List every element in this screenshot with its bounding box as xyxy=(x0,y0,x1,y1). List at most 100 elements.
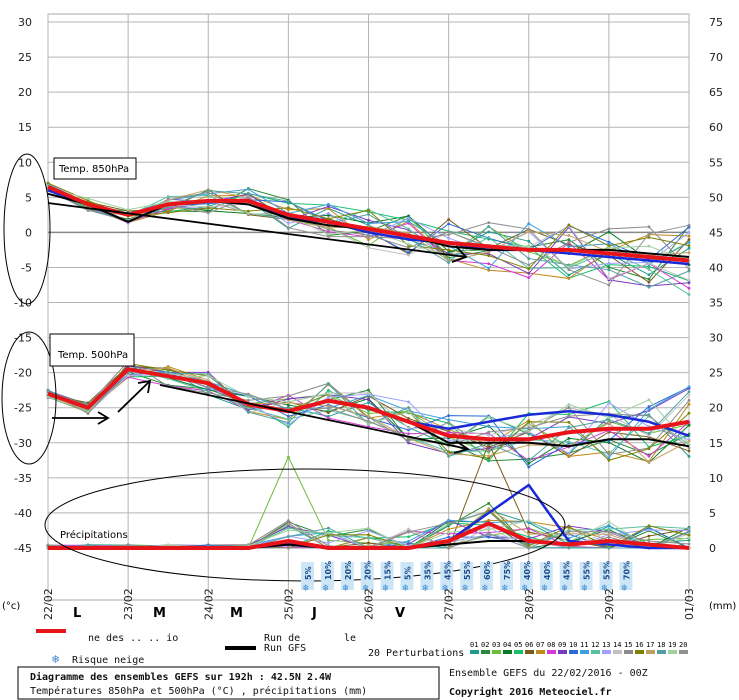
ensemble-member-point xyxy=(407,529,410,533)
ensemble-member-point xyxy=(487,459,491,463)
right-tick-label: 25 xyxy=(709,367,723,380)
svg-text:Temp. 500hPa: Temp. 500hPa xyxy=(57,350,128,361)
ensemble-member-point xyxy=(607,265,611,269)
pert-swatch xyxy=(657,650,666,654)
ensemble-member-point xyxy=(407,253,410,257)
ensemble-member-point xyxy=(246,209,250,213)
ensemble-member-point xyxy=(286,535,290,539)
ensemble-member-point xyxy=(487,266,491,270)
ensemble-member-point xyxy=(687,455,691,458)
ensemble-member-point xyxy=(447,438,451,442)
ensemble-member-point xyxy=(447,450,451,454)
ensemble-member-point xyxy=(367,212,370,216)
ensemble-member-point xyxy=(286,417,290,421)
ensemble-member-point xyxy=(647,280,651,284)
snow-prob-bg xyxy=(579,562,593,590)
ensemble-member-point xyxy=(367,398,370,401)
ensemble-member-point xyxy=(447,521,451,525)
ensemble-member-point xyxy=(527,272,531,275)
footer-subtitle: Températures 850hPa et 500hPa (°C) , pré… xyxy=(30,685,367,697)
date-label: 23/02 xyxy=(122,588,135,620)
main-series xyxy=(47,184,690,550)
ensemble-member-point xyxy=(647,414,651,418)
ensemble-member-point xyxy=(286,414,290,418)
ensemble-member-point xyxy=(487,501,491,505)
ensemble-member-point xyxy=(607,244,611,248)
ensemble-member-point xyxy=(407,400,410,404)
right-tick-label: 30 xyxy=(709,332,723,345)
ensemble-member-point xyxy=(327,526,330,530)
pert-number: 11 xyxy=(580,641,588,649)
ensemble-member-point xyxy=(647,285,651,289)
pert-number: 05 xyxy=(514,641,522,649)
annotations xyxy=(1,153,566,582)
ensemble-member-point xyxy=(407,242,410,246)
ensemble-member-point xyxy=(46,181,50,185)
ensemble-member-point xyxy=(407,220,410,223)
ensemble-member-point xyxy=(687,533,691,537)
ensemble-member-point xyxy=(607,458,611,462)
right-tick-label: 60 xyxy=(709,121,723,134)
ensemble-member-point xyxy=(647,432,651,435)
ensemble-member-point xyxy=(567,405,571,409)
trend-arrow-850 xyxy=(47,202,467,258)
ensemble-member-point xyxy=(647,268,651,271)
ensemble-member-point xyxy=(286,455,290,459)
ensemble-member-point xyxy=(687,398,691,402)
legend-control-label-2: le xyxy=(344,633,356,644)
ensemble-member-point xyxy=(687,390,691,394)
ensemble-member-point xyxy=(487,262,491,266)
ensemble-member-point xyxy=(166,195,170,199)
ensemble-member-point xyxy=(647,408,651,411)
ensemble-member-point xyxy=(647,524,651,528)
ensemble-member-point xyxy=(447,535,451,539)
ensemble-member-point xyxy=(527,230,531,234)
snowflake-icon: ❄ xyxy=(343,583,350,594)
right-tick-label: 50 xyxy=(709,191,723,204)
date-label: 27/02 xyxy=(443,588,456,620)
day-letter: M xyxy=(230,606,243,621)
ensemble-member-point xyxy=(687,267,691,271)
ensemble-member-point xyxy=(527,465,531,469)
right-tick-label: 45 xyxy=(709,226,723,239)
ensemble-member-point xyxy=(647,261,651,265)
ensemble-member-point xyxy=(487,230,491,234)
snow-prob-bg xyxy=(420,562,434,590)
pert-number: 12 xyxy=(591,641,599,649)
ensemble-member-point xyxy=(567,223,571,227)
ensemble-member-point xyxy=(407,251,410,254)
snow-prob-bg xyxy=(480,562,494,590)
ensemble-member-point xyxy=(86,197,90,200)
ensemble-member-point xyxy=(487,250,491,254)
day-letter: V xyxy=(395,606,405,621)
ensemble-member-point xyxy=(687,251,691,255)
ensemble-member-point xyxy=(687,286,691,290)
snow-prob-bg xyxy=(539,562,553,590)
ensemble-member-point xyxy=(607,532,611,536)
ensemble-member-point xyxy=(487,268,491,272)
ensemble-member-point xyxy=(567,532,571,536)
ensemble-member-point xyxy=(407,417,410,420)
trend-arrow-850-head xyxy=(451,245,468,263)
snow-prob-label: 5% xyxy=(404,566,413,580)
ensemble-member-point xyxy=(567,273,571,277)
date-labels: 22/02 23/02 24/02 25/02 26/02 27/02 28/02 29/02… xyxy=(42,588,696,620)
ensemble-member-point xyxy=(286,421,290,424)
ensemble-member-point xyxy=(86,412,90,415)
ensemble-member-point xyxy=(487,528,491,532)
ensemble-member-point xyxy=(286,403,290,407)
ensemble-member-point xyxy=(687,411,691,415)
left-tick-label: 5 xyxy=(25,191,32,204)
date-label: 01/03 xyxy=(683,588,696,620)
ensemble-member-point xyxy=(327,541,330,545)
ensemble-member-point xyxy=(407,439,410,443)
pert-number: 09 xyxy=(558,641,566,649)
pert-number: 01 xyxy=(470,641,478,649)
ensemble-member-point xyxy=(327,226,330,230)
pert-number: 17 xyxy=(646,641,654,649)
footer-title: Diagramme des ensembles GEFS sur 192h : … xyxy=(30,671,332,683)
snow-prob-label: 20% xyxy=(344,561,353,580)
ensemble-member-point xyxy=(327,228,330,232)
ensemble-member-point xyxy=(206,206,210,210)
right-axis-unit: (mm) xyxy=(709,601,736,612)
